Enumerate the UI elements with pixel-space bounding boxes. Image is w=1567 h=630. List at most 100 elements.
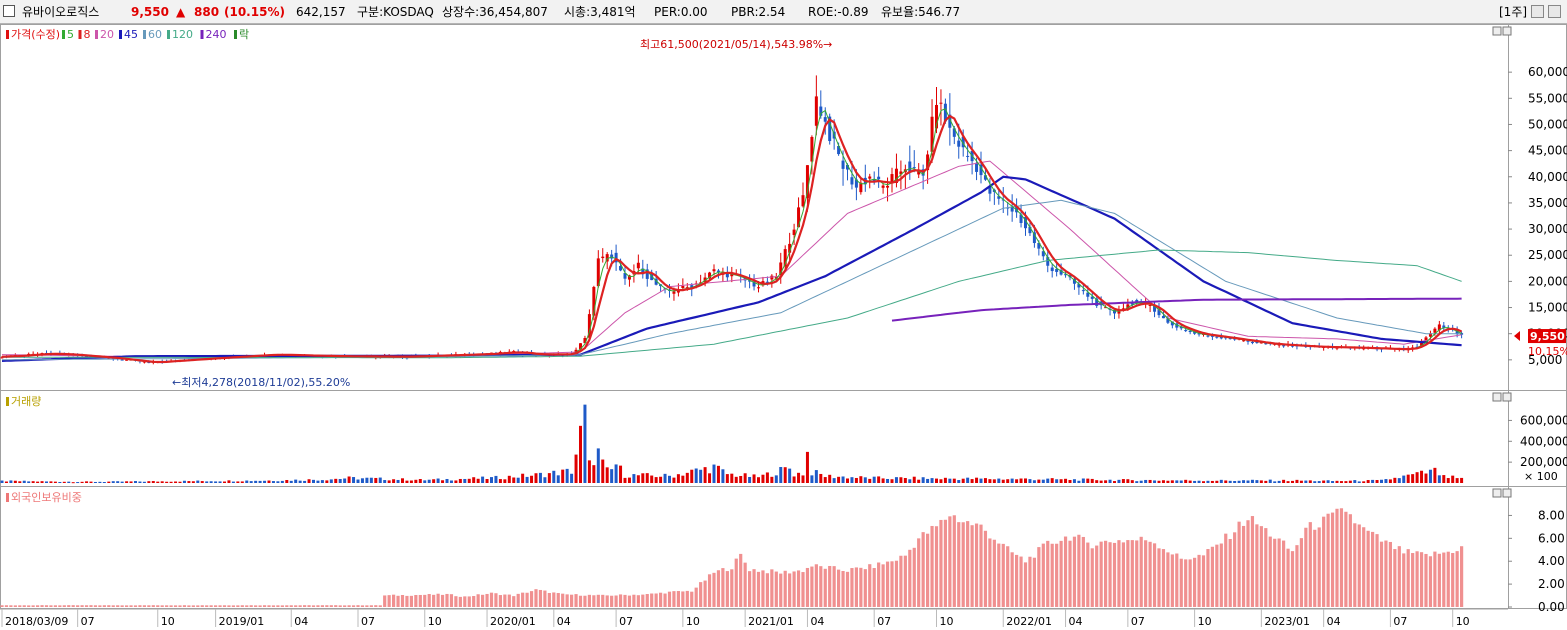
foreign-bar	[320, 605, 324, 607]
volume-bar	[1202, 481, 1205, 483]
volume-bar	[859, 476, 863, 483]
volume-bar	[886, 478, 890, 483]
foreign-bar	[952, 515, 956, 607]
stock-name[interactable]: 유바이오로직스	[22, 5, 100, 19]
candle-body	[1193, 331, 1197, 334]
foreign-bar	[178, 605, 182, 607]
volume-bar	[1224, 480, 1228, 483]
select-checkbox[interactable]	[3, 5, 15, 17]
volume-bar	[1166, 480, 1170, 483]
volume-bar	[1233, 481, 1237, 483]
volume-bar	[641, 473, 645, 483]
volume-bar	[792, 476, 796, 483]
volume-bar	[1433, 467, 1437, 483]
minimize-icon[interactable]	[1531, 5, 1544, 18]
stock-chart[interactable]: 5,00010,00015,00020,00025,00030,00035,00…	[0, 24, 1567, 630]
foreign-panel-close-icon[interactable]	[1502, 488, 1512, 498]
volume-bar	[823, 477, 827, 483]
volume-bar	[1126, 479, 1130, 483]
candle-body	[1032, 232, 1036, 244]
volume-panel-restore-icon[interactable]	[1492, 392, 1502, 402]
volume-bar	[405, 480, 409, 483]
volume-bar	[521, 473, 525, 483]
foreign-bar	[307, 605, 311, 607]
volume-bar	[1064, 478, 1068, 483]
volume-bar	[992, 479, 996, 483]
volume-bar	[449, 480, 453, 483]
foreign-bar	[165, 605, 169, 607]
volume-bar	[877, 476, 881, 483]
volume-bar	[490, 477, 493, 483]
legend-item-3[interactable]: 20	[100, 28, 114, 41]
volume-bar	[1273, 481, 1277, 483]
foreign-bar	[62, 605, 66, 607]
foreign-bar	[458, 596, 462, 607]
legend-item-7[interactable]: 240	[206, 28, 227, 41]
foreign-bar	[303, 605, 307, 607]
volume-bar	[1397, 478, 1401, 483]
volume-bar	[1228, 480, 1232, 483]
foreign-bar	[1246, 520, 1250, 607]
foreign-bar	[934, 526, 939, 607]
foreign-bar	[788, 573, 792, 607]
legend-item-8[interactable]: 락	[239, 28, 249, 41]
volume-bar	[329, 479, 333, 483]
volume-bar	[970, 479, 974, 483]
candle-body	[650, 274, 654, 281]
candle-body	[1024, 217, 1027, 229]
foreign-bar	[316, 605, 320, 607]
volume-bar	[476, 478, 480, 483]
volume-legend-marker	[6, 397, 9, 406]
legend-item-1[interactable]: 5	[67, 28, 74, 41]
candle-body	[725, 272, 729, 278]
volume-panel-close-icon[interactable]	[1502, 392, 1512, 402]
legend-item-2[interactable]: 8	[84, 28, 91, 41]
foreign-bar	[868, 564, 872, 607]
maximize-icon[interactable]	[1548, 5, 1561, 18]
foreign-bar	[76, 605, 80, 607]
foreign-bar	[392, 594, 396, 607]
volume-bar	[814, 470, 818, 483]
foreign-bar	[1055, 543, 1059, 607]
foreign-bar	[182, 605, 187, 607]
volume-bar	[908, 479, 912, 483]
volume-bar	[881, 478, 885, 483]
candle-body	[1135, 299, 1139, 303]
period-selector[interactable]: [1주]	[1499, 5, 1528, 19]
foreign-bar	[1224, 533, 1228, 607]
legend-item-4[interactable]: 45	[124, 28, 138, 41]
volume-bar	[1264, 480, 1268, 483]
foreign-bar	[84, 605, 89, 607]
volume-bar	[961, 478, 965, 483]
foreign-bar	[521, 592, 525, 607]
foreign-bar	[943, 519, 947, 607]
price-panel-close-icon[interactable]	[1502, 26, 1512, 36]
legend-item-0[interactable]: 가격(수정)	[11, 28, 60, 41]
foreign-bar	[1344, 511, 1348, 607]
foreign-bar	[191, 605, 195, 607]
candle-body	[1277, 344, 1281, 346]
candle-body	[579, 343, 582, 350]
price-panel-restore-icon[interactable]	[1492, 26, 1502, 36]
foreign-bar	[957, 522, 961, 607]
foreign-y-tick-label: 6.00	[1538, 531, 1565, 545]
foreign-bar	[405, 595, 409, 607]
foreign-bar	[427, 594, 431, 607]
foreign-bar	[659, 592, 663, 607]
volume-bar	[587, 460, 591, 483]
volume-bar	[1402, 475, 1406, 483]
volume-bar	[223, 481, 226, 483]
foreign-bar	[1028, 556, 1032, 607]
volume-bar	[289, 480, 293, 483]
volume-bar	[1380, 479, 1383, 483]
foreign-bar	[1059, 540, 1063, 607]
foreign-bar	[1388, 541, 1392, 607]
legend-item-6[interactable]: 120	[172, 28, 193, 41]
legend-item-5[interactable]: 60	[148, 28, 162, 41]
foreign-bar	[512, 596, 516, 607]
foreign-panel-restore-icon[interactable]	[1492, 488, 1502, 498]
volume-bar	[547, 473, 551, 483]
volume-bar	[797, 472, 801, 483]
foreign-bar	[1068, 540, 1072, 607]
volume-bar	[85, 481, 89, 483]
